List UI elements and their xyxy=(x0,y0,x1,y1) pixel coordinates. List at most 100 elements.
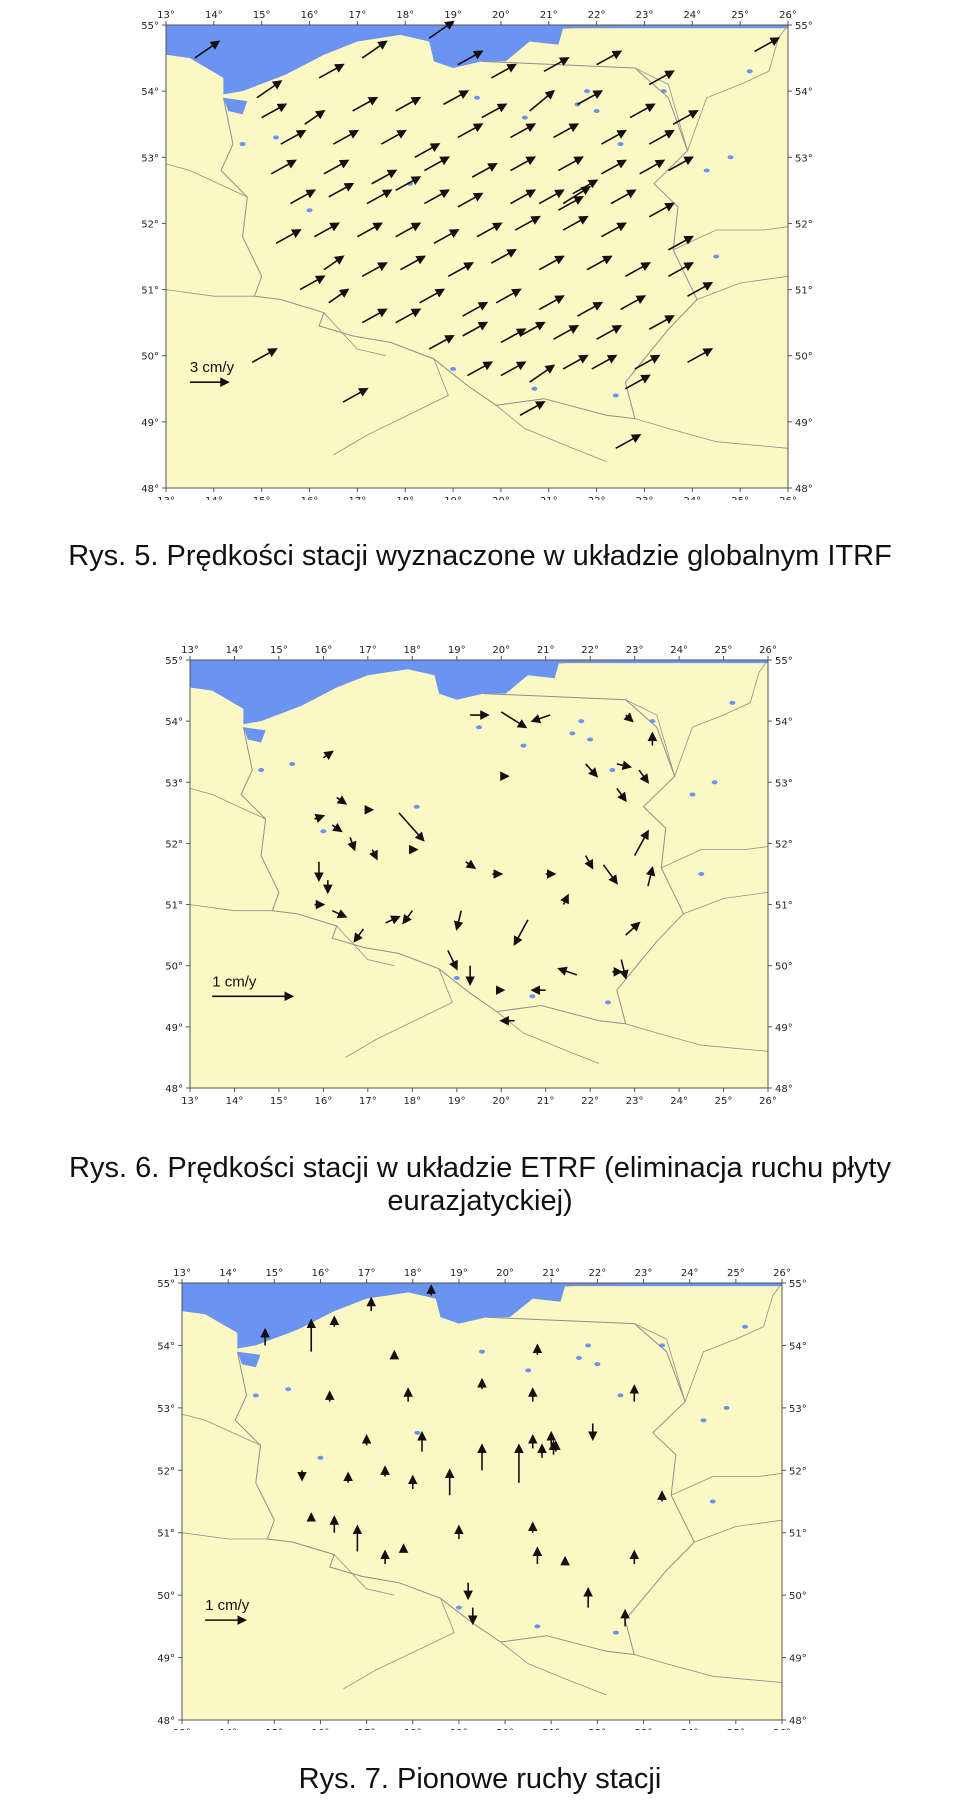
scale-label: 1 cm/y xyxy=(212,973,257,990)
country-border xyxy=(696,275,789,300)
lon-label-bottom: 13° xyxy=(173,1728,191,1730)
country-border xyxy=(684,1282,783,1402)
lake xyxy=(479,1349,485,1354)
lat-label-left: 53° xyxy=(165,778,183,789)
lon-label-bottom: 22° xyxy=(581,1096,599,1107)
lat-label-right: 50° xyxy=(789,1591,807,1602)
velocity-arrow xyxy=(356,222,383,238)
lake xyxy=(474,95,480,100)
baltic-sea xyxy=(182,1283,782,1349)
velocity-arrow xyxy=(256,80,283,99)
country-border xyxy=(634,418,789,449)
velocity-arrow xyxy=(633,829,649,857)
lon-label-top: 19° xyxy=(448,645,466,656)
velocity-arrow xyxy=(443,90,470,106)
lon-label-top: 19° xyxy=(450,1268,468,1279)
velocity-arrow xyxy=(500,328,527,344)
lon-label-bottom: 23° xyxy=(626,1096,644,1107)
velocity-arrow xyxy=(304,109,326,125)
scale-label: 3 cm/y xyxy=(190,359,235,376)
velocity-arrow xyxy=(457,50,484,66)
lon-label-bottom: 17° xyxy=(358,1728,376,1730)
lon-label-top: 16° xyxy=(315,645,333,656)
velocity-arrow xyxy=(667,262,694,278)
baltic-sea xyxy=(190,660,768,725)
lat-label-left: 50° xyxy=(165,962,183,973)
country-border xyxy=(189,904,273,912)
velocity-arrow xyxy=(562,215,589,231)
lon-label-top: 17° xyxy=(349,10,367,21)
velocity-arrow xyxy=(601,159,628,175)
country-border xyxy=(165,163,248,198)
country-border xyxy=(558,659,613,664)
lake xyxy=(709,1499,716,1504)
velocity-arrow xyxy=(481,103,508,119)
poland-border xyxy=(240,693,685,1025)
lat-label-left: 49° xyxy=(141,418,159,429)
lon-label-bottom: 25° xyxy=(715,1096,733,1107)
velocity-arrow xyxy=(687,282,714,297)
velocity-arrow xyxy=(428,334,455,350)
lon-label-bottom: 16° xyxy=(301,496,319,500)
velocity-arrow xyxy=(638,769,650,784)
country-border xyxy=(181,1413,261,1446)
lat-label-left: 51° xyxy=(157,1529,175,1540)
lake xyxy=(578,719,585,724)
country-border xyxy=(565,1282,621,1287)
velocity-arrow xyxy=(336,795,348,805)
velocity-arrow xyxy=(616,787,627,803)
velocity-arrow xyxy=(553,325,580,340)
velocity-arrow xyxy=(361,262,388,278)
lon-label-top: 24° xyxy=(683,10,701,21)
lat-label-right: 51° xyxy=(789,1529,807,1540)
lon-label-bottom: 13° xyxy=(157,496,175,500)
velocity-arrow xyxy=(398,812,425,842)
lon-label-bottom: 14° xyxy=(205,496,223,500)
country-border xyxy=(181,1532,268,1540)
velocity-arrow xyxy=(648,129,675,145)
velocity-arrow xyxy=(639,159,666,175)
lon-label-bottom: 20° xyxy=(496,1728,514,1730)
country-border xyxy=(674,659,769,777)
velocity-arrow xyxy=(318,63,345,79)
itrf-velocity-map: 13° 13° 14° 14° 15° 15° 16° 16° 17° 17° 18° 18° 19° 1… xyxy=(141,10,813,500)
velocity-arrow xyxy=(513,919,529,946)
lon-label-bottom: 21° xyxy=(537,1096,555,1107)
velocity-arrow xyxy=(672,110,699,125)
figure-7-panel: 13° 13° 14° 14° 15° 15° 16° 16° 17° 17° 18° 18° 19° 1… xyxy=(0,1255,960,1802)
lake xyxy=(575,1355,582,1360)
lat-label-right: 50° xyxy=(795,352,813,363)
lon-label-top: 13° xyxy=(181,645,199,656)
lon-label-top: 26° xyxy=(773,1268,791,1279)
lon-label-top: 21° xyxy=(540,10,558,21)
lon-label-bottom: 18° xyxy=(396,496,414,500)
lat-label-left: 49° xyxy=(165,1023,183,1034)
lon-label-top: 17° xyxy=(359,645,377,656)
lat-label-right: 54° xyxy=(775,717,793,728)
lon-label-bottom: 16° xyxy=(315,1096,333,1107)
velocity-arrow xyxy=(322,750,334,761)
country-border xyxy=(334,1554,395,1596)
szczecin-lagoon xyxy=(237,1351,261,1368)
lake xyxy=(453,975,460,980)
velocity-arrow xyxy=(457,123,484,139)
velocity-arrow xyxy=(629,103,656,119)
lon-label-top: 22° xyxy=(589,1268,607,1279)
lake xyxy=(612,393,619,398)
lon-label-bottom: 22° xyxy=(589,1728,607,1730)
lat-label-left: 48° xyxy=(165,1084,183,1095)
lon-label-top: 13° xyxy=(173,1268,191,1279)
lake xyxy=(703,168,710,173)
lake xyxy=(713,254,720,259)
country-border xyxy=(336,925,395,967)
velocity-arrow xyxy=(596,325,623,340)
velocity-arrow xyxy=(433,229,460,244)
lon-label-top: 23° xyxy=(626,645,644,656)
velocity-arrow xyxy=(453,910,464,931)
lon-label-bottom: 14° xyxy=(226,1096,244,1107)
lake xyxy=(289,761,296,766)
lon-label-top: 26° xyxy=(779,10,797,21)
lon-label-bottom: 23° xyxy=(636,496,654,500)
lon-label-bottom: 23° xyxy=(635,1728,653,1730)
velocity-arrow xyxy=(754,37,781,53)
